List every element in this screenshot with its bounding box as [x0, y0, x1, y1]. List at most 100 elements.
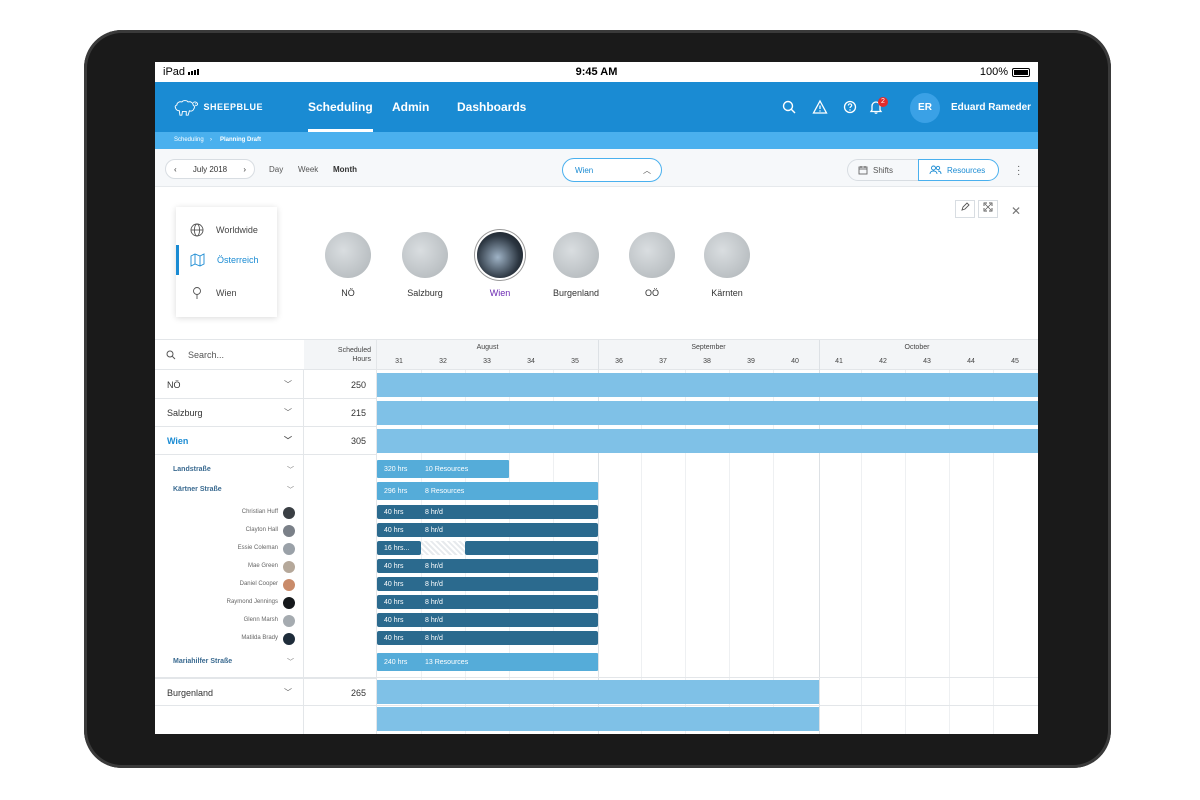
- period-label[interactable]: July 2018: [192, 164, 228, 174]
- chevron-down-icon[interactable]: ﹀: [284, 408, 292, 417]
- shifts-toggle[interactable]: Shifts: [847, 159, 919, 181]
- bar-wien[interactable]: [377, 429, 1038, 453]
- bar-salzburg[interactable]: [377, 401, 1038, 425]
- user-name[interactable]: Eduard Rameder: [951, 102, 1032, 113]
- row-salzburg[interactable]: Salzburg ﹀: [155, 399, 304, 427]
- bar-burgenland[interactable]: [377, 680, 819, 704]
- district-landstrasse[interactable]: Landstraße: [173, 466, 211, 473]
- sheep-icon: [174, 100, 199, 116]
- month-divider: [598, 340, 599, 734]
- city-burgenland[interactable]: Burgenland: [541, 232, 611, 298]
- bar-noe[interactable]: [377, 373, 1038, 397]
- globe-icon: [190, 223, 204, 237]
- person-row[interactable]: Raymond Jennings: [155, 597, 298, 615]
- week-label: 45: [1011, 358, 1019, 365]
- chevron-down-icon[interactable]: ﹀: [287, 487, 294, 494]
- divider: [155, 677, 1038, 678]
- city-label: NÖ: [341, 288, 355, 298]
- district-kaertner-strasse[interactable]: Kärtner Straße: [173, 486, 222, 493]
- user-avatar[interactable]: ER: [910, 93, 940, 123]
- calendar-icon: [858, 166, 868, 175]
- tab-admin[interactable]: Admin: [392, 100, 430, 114]
- hours-wien: 305: [304, 427, 377, 455]
- warning-icon[interactable]: [812, 99, 828, 115]
- region-wien[interactable]: Wien: [176, 278, 277, 308]
- next-period-icon[interactable]: ›: [243, 164, 246, 174]
- bar-person[interactable]: 40 hrs 8 hr/d: [377, 631, 598, 645]
- district-mariahilfer-strasse[interactable]: Mariahilfer Straße: [173, 658, 233, 665]
- resources-toggle[interactable]: Resources: [918, 159, 999, 181]
- bar-mariahilfer-strasse[interactable]: 240 hrs 13 Resources: [377, 653, 598, 671]
- edit-button[interactable]: [955, 200, 975, 218]
- hours-burgenland: 265: [304, 678, 377, 706]
- city-wien[interactable]: Wien: [465, 232, 535, 298]
- chevron-down-icon[interactable]: ﹀: [284, 688, 292, 697]
- hours-noe: 250: [304, 371, 377, 399]
- bar-person[interactable]: 40 hrs 8 hr/d: [377, 577, 598, 591]
- city-salzburg[interactable]: Salzburg: [390, 232, 460, 298]
- bar-person[interactable]: 40 hrs 8 hr/d: [377, 595, 598, 609]
- hours-salzburg: 215: [304, 399, 377, 427]
- chevron-down-icon[interactable]: ﹀: [284, 436, 292, 445]
- chevron-up-icon: ︿: [643, 166, 651, 175]
- app-screen: iPad 9:45 AM 100% SHEEPBLUE Scheduling A…: [155, 62, 1038, 734]
- week-label: 42: [879, 358, 887, 365]
- view-week[interactable]: Week: [298, 165, 319, 174]
- timeline-header: [377, 340, 1038, 370]
- avatar: [283, 579, 295, 591]
- person-row[interactable]: Glenn Marsh: [155, 615, 298, 633]
- week-label: 31: [395, 358, 403, 365]
- bar-person-continued[interactable]: [465, 541, 598, 555]
- person-row[interactable]: Clayton Hall: [155, 525, 298, 543]
- tab-scheduling[interactable]: Scheduling: [308, 82, 373, 132]
- bar-kaertner-strasse[interactable]: 296 hrs 8 Resources: [377, 482, 598, 500]
- chevron-down-icon[interactable]: ﹀: [287, 659, 294, 666]
- breadcrumb-scheduling[interactable]: Scheduling: [174, 137, 204, 143]
- bar-next-region[interactable]: [377, 707, 819, 731]
- person-row[interactable]: Matilda Brady: [155, 633, 298, 651]
- search-icon: [166, 350, 176, 359]
- avatar: [283, 633, 295, 645]
- bar-landstrasse[interactable]: 320 hrs 10 Resources: [377, 460, 509, 478]
- city-label: OÖ: [644, 288, 659, 298]
- chevron-down-icon[interactable]: ﹀: [287, 467, 294, 474]
- person-row[interactable]: Daniel Cooper: [155, 579, 298, 597]
- region-menu: Worldwide Österreich Wien: [176, 207, 277, 317]
- bar-person[interactable]: 40 hrs 8 hr/d: [377, 559, 598, 573]
- hours-column: [304, 340, 377, 734]
- app-logo[interactable]: SHEEPBLUE: [173, 88, 263, 126]
- resources-label: Resources: [947, 165, 986, 175]
- bar-person[interactable]: 16 hrs...: [377, 541, 421, 555]
- region-oesterreich[interactable]: Österreich: [176, 245, 277, 275]
- bar-person[interactable]: 40 hrs 8 hr/d: [377, 613, 598, 627]
- more-icon[interactable]: · · ·: [1017, 161, 1021, 180]
- map-icon: [190, 253, 205, 267]
- view-day[interactable]: Day: [269, 165, 284, 174]
- bar-person[interactable]: 40 hrs 8 hr/d: [377, 505, 598, 519]
- row-burgenland[interactable]: Burgenland ﹀: [155, 678, 304, 706]
- city-kaernten[interactable]: Kärnten: [692, 232, 762, 298]
- help-icon[interactable]: [842, 99, 858, 115]
- city-noe[interactable]: NÖ: [313, 232, 383, 298]
- signal-icon: [188, 69, 200, 75]
- search-icon[interactable]: [781, 99, 797, 115]
- chevron-down-icon[interactable]: ﹀: [284, 380, 292, 389]
- tab-dashboards[interactable]: Dashboards: [457, 100, 527, 114]
- person-row[interactable]: Mae Green: [155, 561, 298, 579]
- person-row[interactable]: Christian Huff: [155, 507, 298, 525]
- region-worldwide[interactable]: Worldwide: [176, 215, 277, 245]
- bar-person[interactable]: 40 hrs 8 hr/d: [377, 523, 598, 537]
- location-select[interactable]: Wien ︿: [562, 158, 662, 182]
- expand-button[interactable]: [978, 200, 998, 218]
- row-label: Wien: [167, 436, 189, 446]
- close-icon[interactable]: ✕: [1011, 204, 1022, 218]
- row-wien[interactable]: Wien ﹀: [155, 427, 304, 455]
- resource-search[interactable]: Search...: [155, 340, 304, 370]
- row-noe[interactable]: NÖ ﹀: [155, 371, 304, 399]
- search-placeholder: Search...: [188, 349, 225, 360]
- city-ooe[interactable]: OÖ: [617, 232, 687, 298]
- week-label: 36: [615, 358, 623, 365]
- view-month[interactable]: Month: [333, 165, 357, 174]
- prev-period-icon[interactable]: ‹: [174, 164, 177, 174]
- person-row[interactable]: Essie Coleman: [155, 543, 298, 561]
